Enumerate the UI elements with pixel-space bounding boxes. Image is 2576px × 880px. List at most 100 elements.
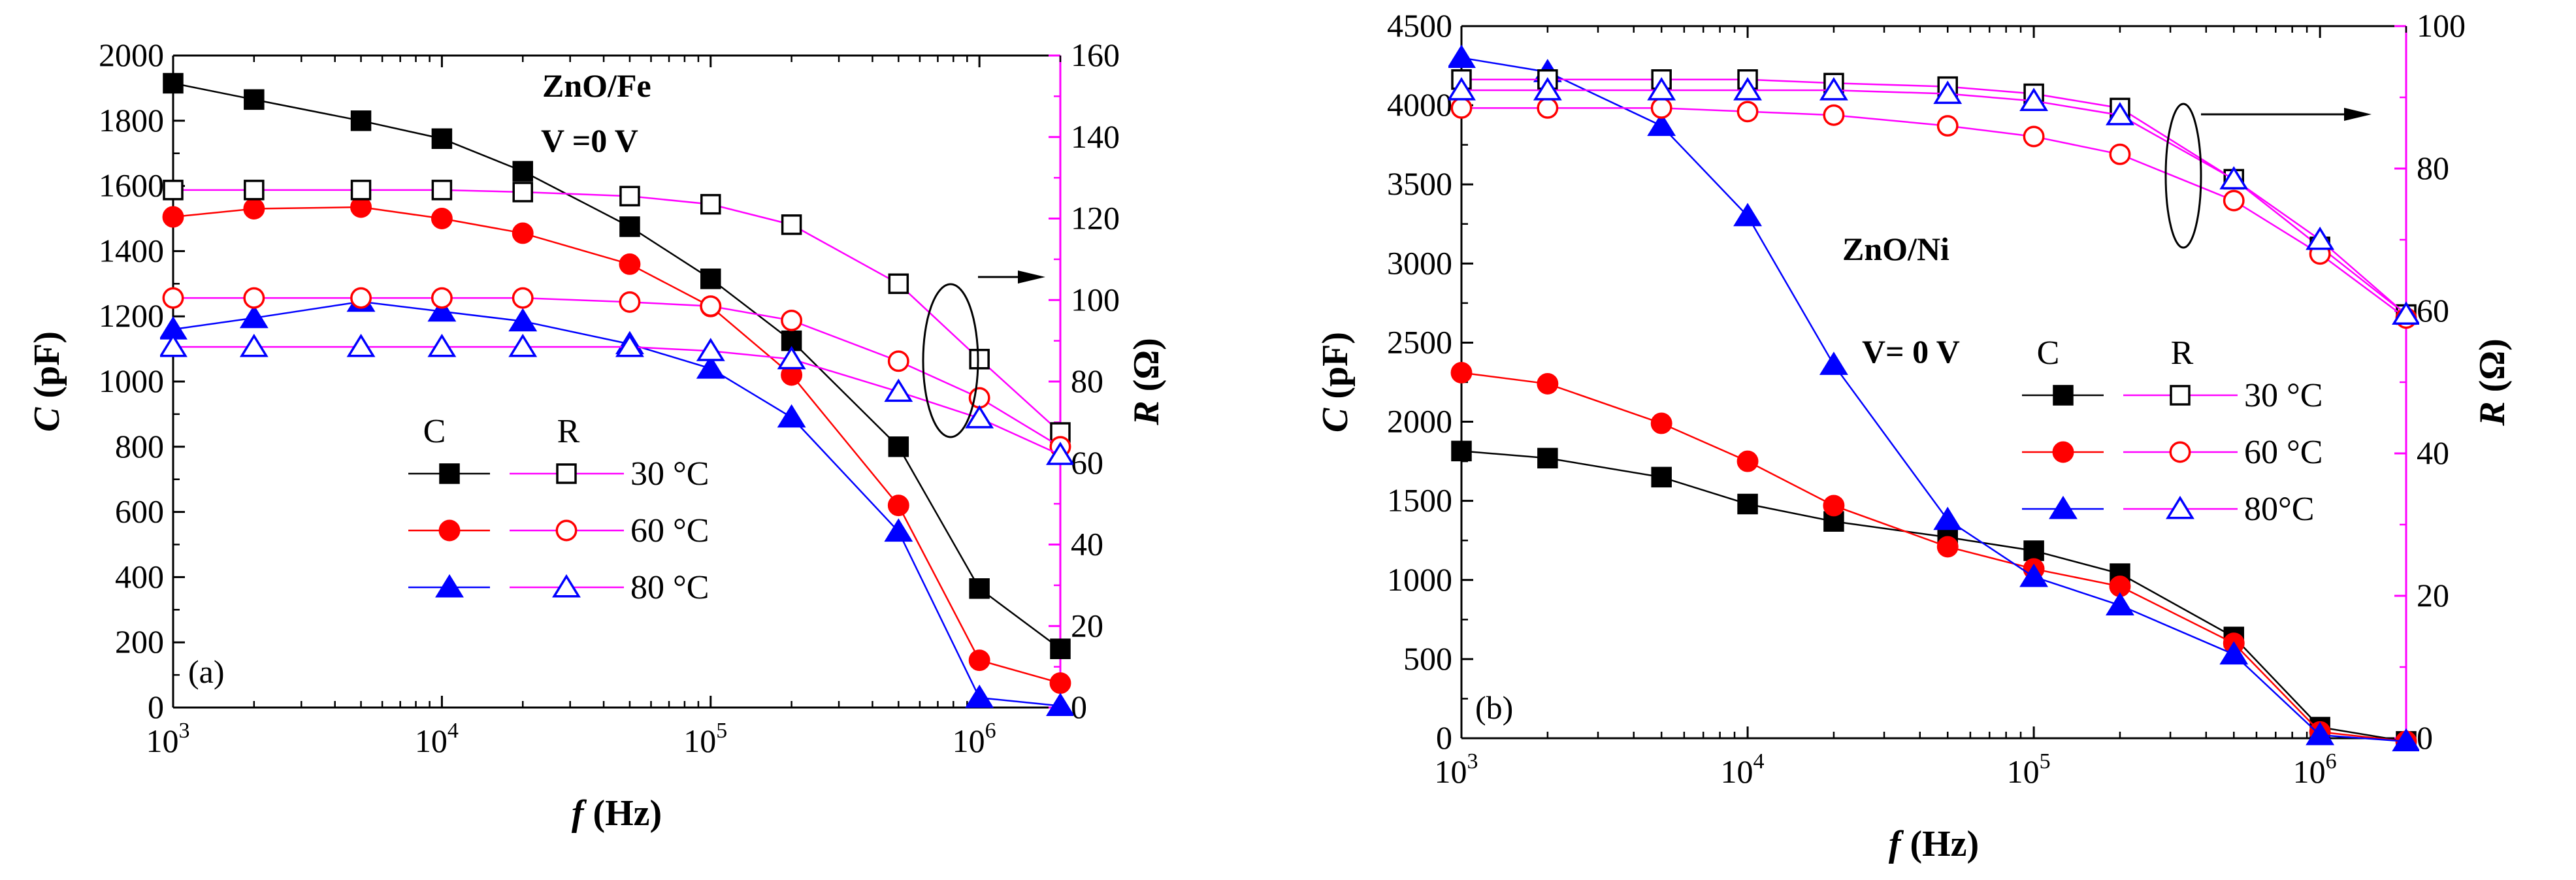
y-tick-label: 1500 (1387, 482, 1452, 519)
legend-entry: 60 °C (2022, 434, 2323, 471)
legend-c-marker (2052, 441, 2074, 463)
data-point (1647, 76, 1676, 101)
y-tick-label: 0 (1436, 719, 1452, 756)
data-point (2109, 143, 2131, 165)
data-point (243, 198, 265, 220)
data-point (888, 273, 909, 295)
y2-tick-label: 100 (2417, 7, 2466, 44)
data-point (2223, 189, 2245, 212)
data-point (1450, 97, 1473, 119)
series-4 (1450, 97, 2417, 329)
data-point (1537, 448, 1558, 469)
voltage-label: V= 0 V (1862, 333, 1960, 370)
data-point (1823, 104, 1845, 126)
panel-label: (b) (1475, 689, 1513, 726)
y2-axis-title: R (Ω) (2472, 338, 2513, 427)
y-tick-label: 2000 (1387, 403, 1452, 440)
data-point (777, 404, 806, 428)
x-axis-title: f (Hz) (1889, 824, 1979, 864)
x-tick-label: 103 (1435, 749, 1478, 790)
y2-tick-label: 120 (1071, 200, 1120, 236)
data-point (350, 110, 372, 131)
y2-tick-label: 40 (1071, 526, 1103, 562)
data-point (2023, 540, 2044, 561)
y2-tick-label: 40 (2417, 434, 2449, 471)
panel-a: 0 200 400 600 800 1000 1200 1400 1600 1800 2000 0 20… (27, 37, 1167, 834)
data-point (2019, 563, 2049, 587)
data-point (350, 196, 372, 218)
y2-tick-label: 160 (1071, 37, 1120, 73)
legend-entry: 80°C (2022, 491, 2314, 528)
y2-tick-label: 20 (2417, 577, 2449, 613)
data-point (696, 355, 725, 379)
y-tick-label: 500 (1403, 640, 1452, 677)
x-tick-label: 105 (683, 719, 727, 759)
y-tick-label: 400 (115, 558, 164, 595)
y-tick-label: 1200 (99, 297, 164, 334)
data-point (700, 193, 721, 215)
data-point (2106, 592, 2134, 616)
legend-entry: 30 °C (2022, 377, 2323, 414)
plot-area (160, 73, 1073, 717)
x-tick-label: 104 (1721, 749, 1765, 790)
data-point (1537, 372, 1559, 395)
data-point (1933, 80, 1963, 105)
panel-label: (a) (188, 653, 225, 690)
data-point (2306, 226, 2335, 250)
y-tick-label: 1600 (99, 167, 164, 204)
legend-header-r: R (557, 413, 580, 450)
data-point (1448, 44, 1476, 68)
data-point (2392, 301, 2419, 325)
data-point (777, 346, 806, 370)
data-point (239, 304, 269, 329)
data-point (431, 180, 453, 201)
legend-entry: 60 °C (408, 512, 709, 549)
data-point (431, 287, 453, 309)
y-tick-label: 2500 (1387, 323, 1452, 360)
y2-axis-title: R (Ω) (1126, 338, 1167, 426)
y-axis-title: C (pF) (27, 331, 67, 432)
legend-label: 30 °C (2244, 377, 2323, 414)
data-point (350, 180, 372, 201)
y-tick-label: 1800 (99, 102, 164, 139)
y-tick-label: 4500 (1387, 7, 1452, 44)
legend-header-c: C (2037, 334, 2060, 372)
data-point (1936, 536, 1959, 558)
legend: C R 30 °C 60 °C 80 °C (408, 413, 709, 606)
voltage-label: V =0 V (541, 122, 638, 159)
data-point (508, 333, 538, 357)
legend-r-marker (556, 463, 577, 484)
data-point (512, 182, 533, 203)
data-point (1046, 693, 1073, 717)
data-point (2306, 722, 2335, 745)
data-point (781, 309, 803, 331)
data-point (244, 180, 265, 201)
data-point (2392, 728, 2419, 751)
data-point (1537, 97, 1559, 119)
x-tick-label: 106 (2293, 749, 2337, 790)
y-axis-title: C (pF) (1315, 332, 1356, 432)
legend-r-marker (2169, 441, 2191, 463)
data-point (781, 214, 802, 235)
data-point (619, 253, 641, 275)
y2-tick-label: 60 (2417, 292, 2449, 329)
legend-c-marker (438, 519, 461, 542)
series-0 (163, 73, 1071, 659)
data-point (1736, 101, 1759, 123)
data-point (162, 206, 184, 228)
y2-tick-label: 80 (1071, 363, 1103, 399)
data-point (512, 222, 534, 244)
y2-tick-label: 0 (2417, 719, 2433, 756)
data-point (965, 684, 994, 708)
data-point (1733, 203, 1762, 227)
data-point (346, 333, 376, 357)
legend-entry: 30 °C (408, 455, 709, 493)
data-point (243, 287, 265, 309)
x-tick-label: 106 (953, 719, 996, 759)
x-axis-title: f (Hz) (572, 793, 662, 834)
data-point (968, 649, 990, 672)
y-tick-label: 800 (115, 428, 164, 464)
data-point (1651, 466, 1672, 488)
x-tick-label: 105 (2007, 749, 2051, 790)
data-point (1936, 115, 1959, 137)
